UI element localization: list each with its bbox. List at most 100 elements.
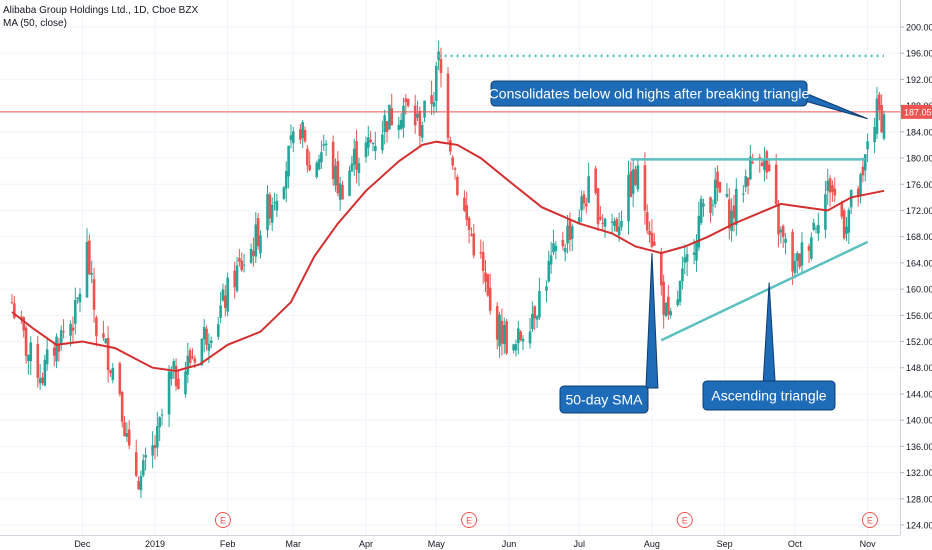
time-axis: Dec 2019 Feb Mar Apr May Jun Jul Aug Sep Oct Nov <box>0 535 900 549</box>
candle-down <box>188 350 192 363</box>
candle-down <box>585 203 588 207</box>
candle-up <box>226 277 229 312</box>
candle-down <box>451 157 454 166</box>
earnings-marker-label: E <box>682 516 688 526</box>
candle-down <box>331 141 335 180</box>
candle-down <box>137 481 140 490</box>
candle-up <box>627 174 630 222</box>
time-tick-label: 2019 <box>145 539 165 549</box>
earnings-marker-label: E <box>867 516 873 526</box>
candle-up <box>156 426 159 448</box>
earnings-marker[interactable]: E <box>214 512 231 528</box>
price-tick-label: 140.00 <box>906 416 932 426</box>
candle-up <box>270 204 274 223</box>
candle-up <box>610 221 614 223</box>
candle-up <box>69 323 72 336</box>
candle-down <box>41 377 44 384</box>
candle-up <box>699 198 703 223</box>
candle-up <box>763 158 766 170</box>
candle-down <box>660 251 663 286</box>
candle-up <box>291 131 295 144</box>
candle-down <box>533 306 537 319</box>
price-tick-label: 156.00 <box>906 311 932 321</box>
candle-down <box>240 260 244 271</box>
candle-down <box>840 202 844 217</box>
candle-down <box>650 232 654 247</box>
candle-up <box>416 113 419 118</box>
price-tick-label: 172.00 <box>906 206 932 216</box>
candle-down <box>102 333 105 338</box>
candle-up <box>744 176 747 188</box>
candle-down <box>118 363 122 395</box>
callout-pointer <box>645 253 659 389</box>
candle-up <box>399 119 403 130</box>
candle-down <box>831 185 834 192</box>
callout-2: 50-day SMA <box>559 253 659 414</box>
candle-down <box>760 162 764 167</box>
price-tick-label: 124.00 <box>906 521 932 531</box>
candle-up <box>749 156 752 180</box>
candle-down <box>648 230 651 236</box>
candle-up <box>27 355 30 362</box>
candle-up <box>577 217 581 223</box>
candle-up <box>29 342 33 362</box>
candle-up <box>730 210 733 231</box>
candle-down <box>134 452 138 476</box>
time-tick-label: Nov <box>860 539 877 549</box>
candle-up <box>207 343 211 351</box>
candle-up <box>184 371 187 395</box>
callout-text: Ascending triangle <box>711 388 826 404</box>
candle-up <box>388 104 391 130</box>
candle-down <box>467 218 471 231</box>
time-tick-label: Aug <box>644 539 660 549</box>
candle-up <box>631 169 635 194</box>
candle-up <box>810 237 813 259</box>
callout-text: Consolidates below old highs after break… <box>489 86 810 102</box>
candle-up <box>498 314 501 347</box>
candle-up <box>397 124 401 130</box>
candle-down <box>495 306 499 340</box>
candle-up <box>859 174 862 197</box>
candle-up <box>538 291 541 318</box>
candle-up <box>352 148 356 165</box>
candle-up <box>59 330 63 345</box>
candle-down <box>765 151 769 173</box>
candle-down <box>861 166 865 176</box>
earnings-marker-label: E <box>466 516 472 526</box>
candle-up <box>289 135 293 141</box>
candle-down <box>842 210 846 239</box>
candle-up <box>695 242 698 261</box>
triangle-support-line <box>660 240 869 342</box>
candle-up <box>374 146 377 152</box>
candle-up <box>549 255 553 265</box>
candle-up <box>104 338 108 344</box>
candle-up <box>554 245 558 251</box>
candle-down <box>92 279 96 310</box>
candle-down <box>594 168 597 194</box>
candle-up <box>322 144 326 146</box>
earnings-marker[interactable]: E <box>461 512 478 528</box>
earnings-marker-circle <box>461 512 478 528</box>
time-tick-label: May <box>428 539 446 549</box>
candle-up <box>603 218 607 227</box>
candle-up <box>434 65 438 102</box>
earnings-marker[interactable]: E <box>861 512 878 528</box>
earnings-marker[interactable]: E <box>676 512 693 528</box>
candle-down <box>303 130 307 142</box>
candle-up <box>282 187 286 199</box>
candle-down <box>615 219 619 232</box>
candle-up <box>43 359 47 386</box>
candle-down <box>456 176 459 195</box>
price-tick-label: 180.00 <box>906 154 932 164</box>
candle-up <box>141 460 145 476</box>
candle-down <box>191 356 194 359</box>
candle-down <box>479 252 483 254</box>
candle-down <box>22 317 26 331</box>
candle-down <box>746 177 750 186</box>
candle-down <box>308 164 311 171</box>
candle-down <box>71 327 75 331</box>
candle-down <box>652 241 656 246</box>
candle-down <box>57 343 61 352</box>
callout-box <box>559 385 649 414</box>
